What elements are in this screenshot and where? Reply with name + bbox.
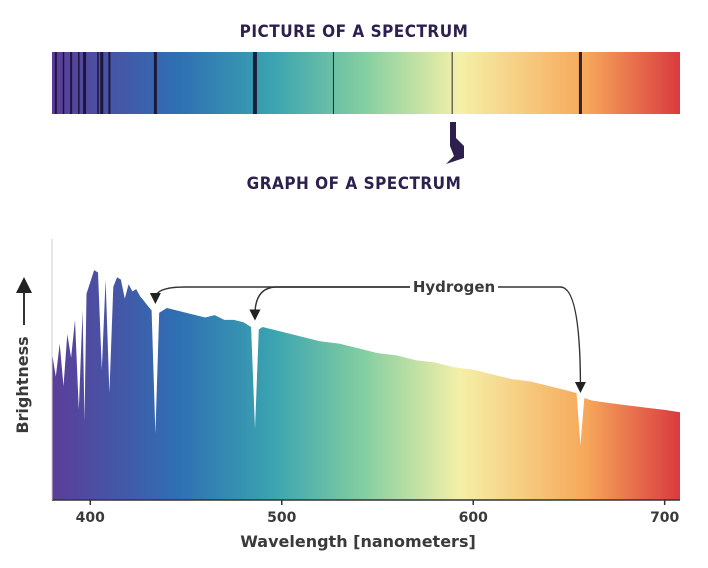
hydrogen-arrow — [149, 286, 410, 304]
absorption-line — [100, 52, 104, 114]
x-tick-label: 500 — [267, 510, 296, 526]
absorption-line — [62, 52, 65, 114]
absorption-line — [78, 52, 80, 114]
absorption-line — [83, 52, 87, 114]
spectrum-chart: 400 500 600 700 Wavelength [nanometers] Brigh… — [13, 239, 680, 551]
y-axis-label: Brightness — [13, 336, 32, 433]
spectrum-area — [52, 270, 680, 500]
absorption-line — [252, 52, 257, 114]
spectrum-strip — [52, 52, 680, 114]
absorption-line — [332, 52, 334, 114]
x-tick-label: 600 — [459, 510, 488, 526]
absorption-line — [54, 52, 57, 114]
absorption-line — [451, 52, 453, 114]
connector-icon — [446, 122, 464, 164]
hydrogen-label: Hydrogen — [413, 278, 495, 296]
picture-title: PICTURE OF A SPECTRUM — [239, 22, 469, 42]
absorption-line — [578, 52, 582, 114]
x-tick-label: 400 — [76, 510, 105, 526]
x-tick-label: 700 — [650, 510, 679, 526]
graph-title: GRAPH OF A SPECTRUM — [246, 174, 462, 194]
absorption-line — [97, 52, 99, 114]
hydrogen-arrow — [249, 286, 410, 321]
x-axis-label: Wavelength [nanometers] — [240, 532, 476, 551]
spectrum-strip-band — [52, 52, 680, 114]
absorption-line — [108, 52, 111, 114]
absorption-line — [70, 52, 73, 114]
hydrogen-arrow — [498, 286, 587, 393]
absorption-line — [153, 52, 157, 114]
